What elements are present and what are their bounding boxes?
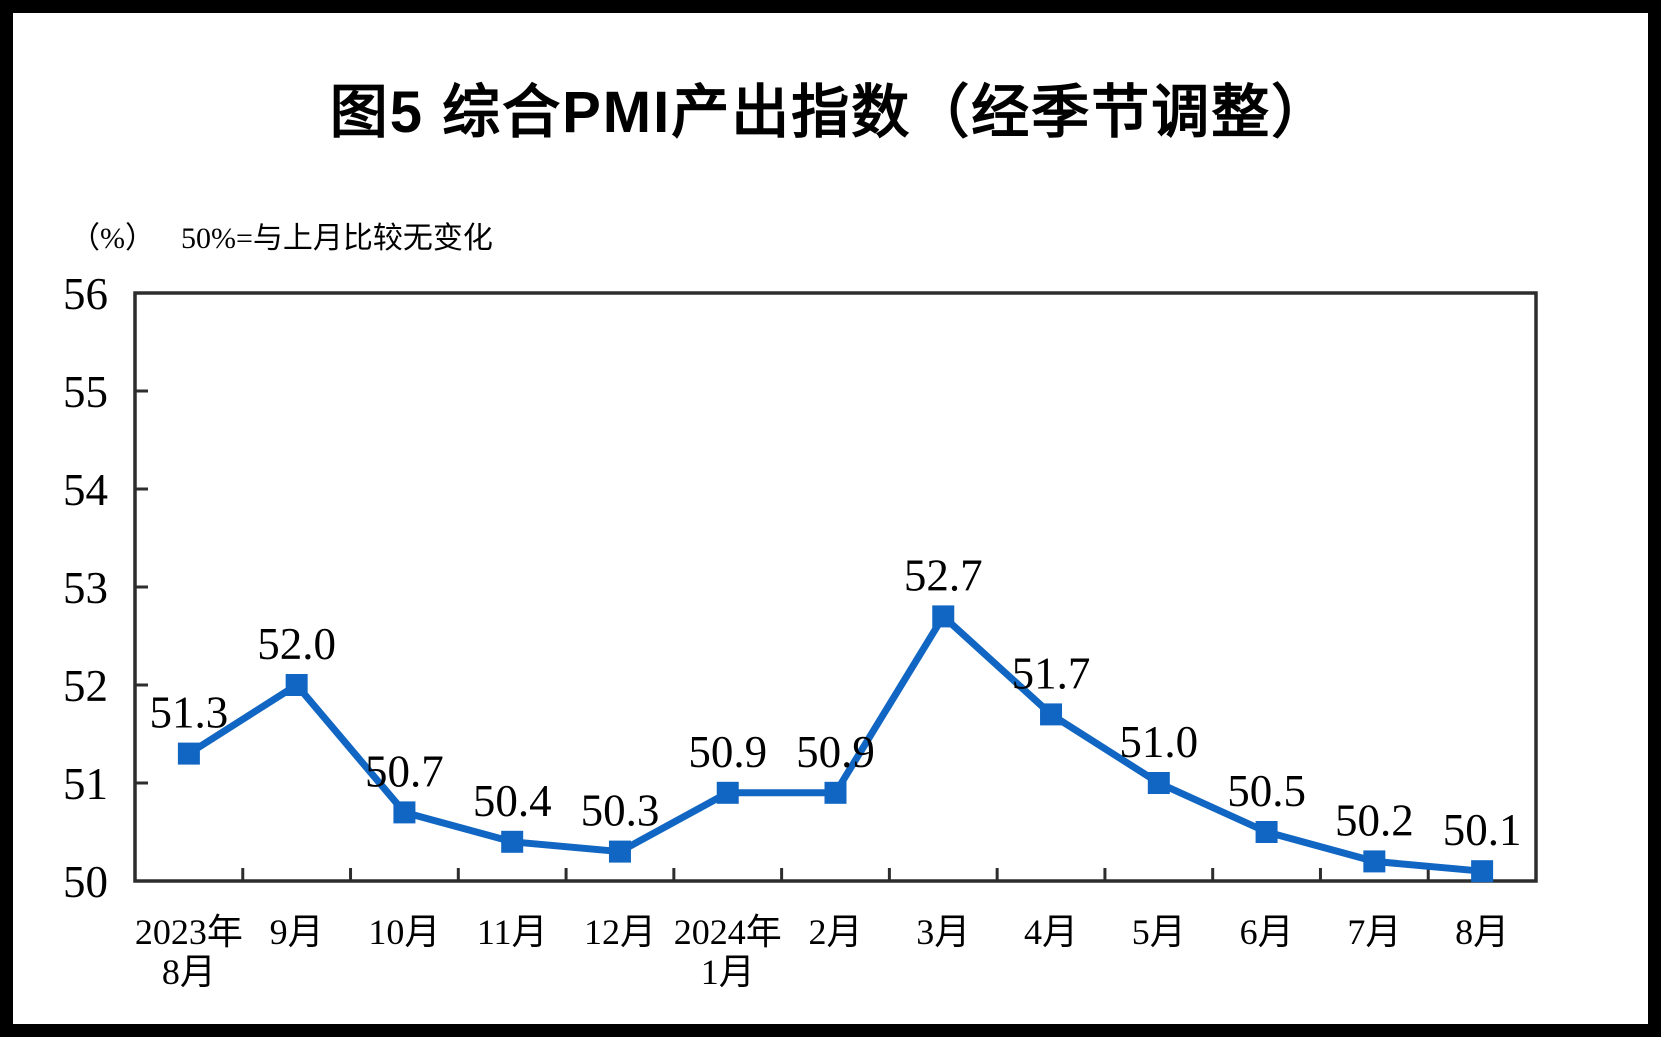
data-point-marker [1147,772,1170,794]
y-axis-label: 53 [63,563,108,613]
data-point-label: 51.7 [1012,648,1091,698]
y-axis-label: 54 [63,465,108,515]
data-point-marker [1255,821,1278,843]
data-point-label: 50.4 [473,776,552,826]
x-axis-label: 9月 [270,912,324,952]
data-point-label: 51.3 [150,688,229,738]
x-axis-label: 5月 [1132,912,1186,952]
y-axis-label: 55 [63,367,108,417]
x-axis-label: 4月 [1024,912,1078,952]
data-point-marker [1040,703,1063,726]
data-point-marker [501,830,524,853]
data-point-label: 50.9 [688,727,767,777]
y-axis-label: 51 [63,759,108,809]
baseline-note: 50%=与上月比较无变化 [181,222,493,255]
chart-title: 图5 综合PMI产出指数（经季节调整） [329,80,1332,145]
data-point-marker [285,674,308,696]
data-point-label: 50.2 [1335,795,1414,845]
x-axis-label: 11月 [477,912,548,952]
x-axis-label: 8月 [1455,912,1509,952]
unit-label: （%） [70,222,155,255]
data-point-label: 50.1 [1443,805,1522,855]
data-point-marker [608,840,631,863]
data-point-label: 50.3 [581,786,660,836]
y-axis-label: 52 [63,661,108,711]
data-point-label: 50.9 [796,727,875,777]
data-point-marker [932,605,955,628]
data-point-label: 50.7 [365,746,444,796]
data-point-label: 52.7 [904,550,983,600]
data-point-marker [393,801,416,824]
x-axis-label: 12月 [584,912,656,952]
x-axis-label: 2024年 1月 [674,912,782,992]
data-point-label: 50.5 [1227,766,1306,816]
data-point-label: 51.0 [1119,717,1198,767]
pmi-line-chart: 50 51 52 53 54 55 56 2023年 8月 9月 10月 11月 12月 2024年 1月 2… [63,269,1538,992]
data-point-marker [824,781,847,804]
data-point-marker [716,781,739,804]
x-axis-label: 2023年 8月 [135,912,243,992]
data-point-marker [1471,860,1494,883]
x-axis-label: 3月 [916,912,970,952]
x-axis-label: 2月 [808,912,862,952]
data-point-marker [1363,850,1386,873]
x-axis-label: 7月 [1347,912,1401,952]
data-point-label: 52.0 [257,619,336,669]
x-axis-label: 10月 [368,912,440,952]
y-axis-label: 50 [63,857,108,907]
x-axis-label: 6月 [1240,912,1294,952]
data-point-marker [177,742,200,765]
axis-unit-note: （%） 50%=与上月比较无变化 [70,213,493,257]
y-axis-label: 56 [63,269,108,319]
